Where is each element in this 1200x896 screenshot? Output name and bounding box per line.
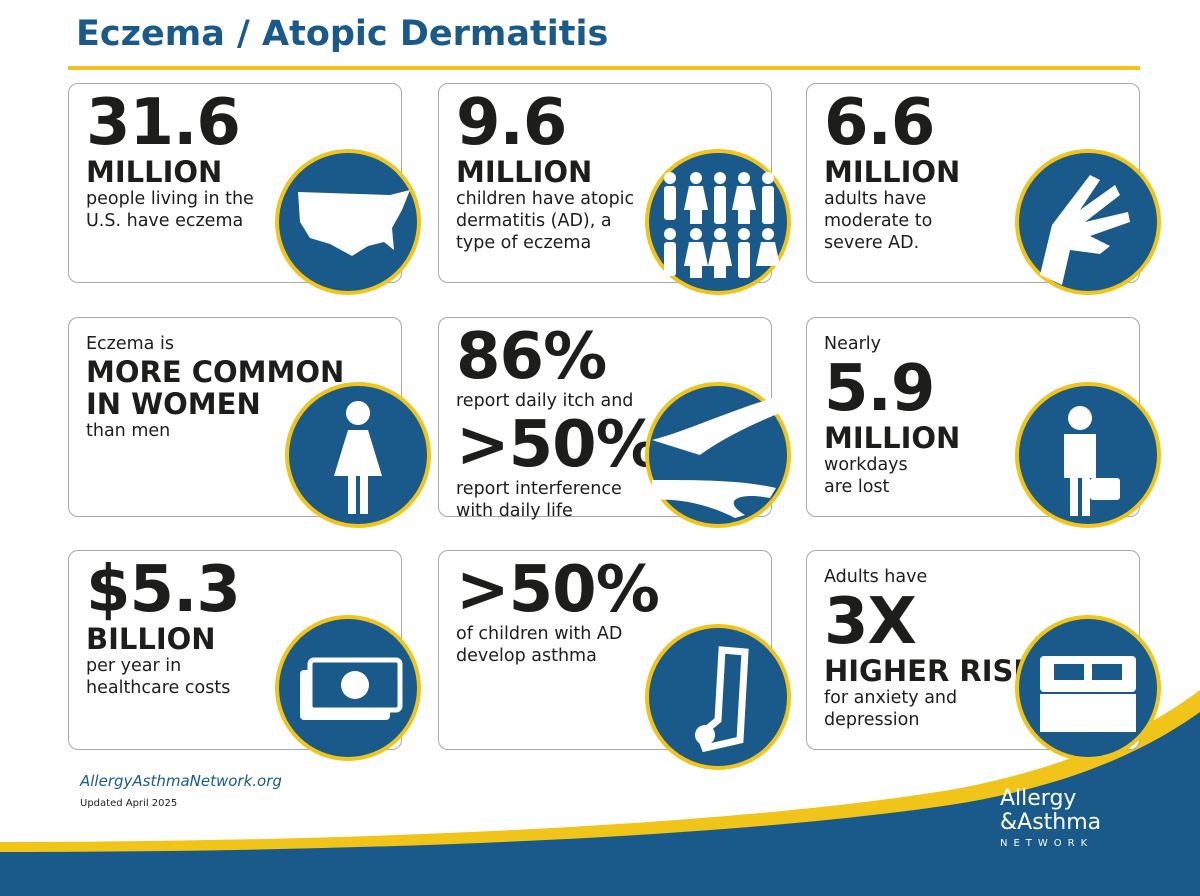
logo-text: &Asthma	[1000, 810, 1102, 835]
stat-text: U.S. have eczema	[86, 211, 244, 231]
stat-card: 86% report daily itch and >50% report in…	[438, 317, 772, 521]
stat-text: per year in	[86, 656, 182, 676]
stat-number: 6.6	[824, 86, 935, 160]
stat-text: Adults have	[824, 567, 928, 587]
stat-unit: HIGHER RISK	[824, 654, 1036, 688]
stat-text: with daily life	[456, 501, 573, 521]
stat-text: than men	[86, 421, 171, 441]
stat-text: report daily itch and	[456, 391, 634, 411]
stat-text: severe AD.	[824, 233, 920, 253]
stat-text: Nearly	[824, 334, 881, 354]
logo-text: NETWORK	[1000, 838, 1094, 849]
stat-number: 86%	[456, 320, 607, 394]
stat-unit: MILLION	[824, 421, 961, 455]
title: Eczema / Atopic Dermatitis	[76, 14, 609, 54]
stat-text: of children with AD	[456, 624, 623, 644]
stat-text: dermatitis (AD), a	[456, 211, 612, 231]
stat-card: 9.6 MILLION children have atopic dermati…	[438, 83, 772, 283]
stat-text: people living in the	[86, 189, 254, 209]
stat-text: children have atopic	[456, 189, 635, 209]
updated-date: Updated April 2025	[80, 798, 178, 809]
stat-text: adults have	[824, 189, 927, 209]
stat-number: >50%	[456, 408, 660, 482]
stat-card: 6.6 MILLION adults have moderate to seve…	[806, 83, 1140, 283]
stat-text: healthcare costs	[86, 678, 231, 698]
stat-unit: MILLION	[456, 155, 593, 189]
stat-text: moderate to	[824, 211, 933, 231]
stat-number: 3X	[824, 585, 917, 659]
stat-text: type of eczema	[456, 233, 592, 253]
stat-card: $5.3 BILLION per year in healthcare cost…	[68, 550, 402, 750]
stat-card: Eczema is MORE COMMON IN WOMEN than men	[68, 317, 402, 517]
stat-card: >50% of children with AD develop asthma	[438, 550, 772, 750]
stat-text: report interference	[456, 479, 622, 499]
stat-number: 5.9	[824, 352, 935, 426]
stat-card: 31.6 MILLION people living in the U.S. h…	[68, 83, 402, 283]
stat-card: Nearly 5.9 MILLION workdays are lost	[806, 317, 1140, 517]
stat-number: >50%	[456, 553, 660, 627]
stat-unit: MORE COMMON	[86, 355, 345, 389]
stat-text: depression	[824, 710, 920, 730]
stat-number: 31.6	[86, 86, 241, 160]
stat-unit: IN WOMEN	[86, 387, 261, 421]
stat-text: workdays	[824, 455, 908, 475]
stat-unit: MILLION	[86, 155, 223, 189]
stat-text: are lost	[824, 477, 890, 497]
logo-text: Allergy	[1000, 786, 1077, 811]
stat-text: develop asthma	[456, 646, 597, 666]
stat-card: Adults have 3X HIGHER RISK for anxiety a…	[806, 550, 1140, 750]
stat-number: $5.3	[86, 553, 241, 627]
wave-blue	[0, 712, 1200, 896]
stat-unit: BILLION	[86, 622, 216, 656]
stat-number: 9.6	[456, 86, 567, 160]
stat-text: Eczema is	[86, 334, 174, 354]
stat-text: for anxiety and	[824, 688, 958, 708]
title-rule	[68, 66, 1140, 70]
website-link[interactable]: AllergyAsthmaNetwork.org	[80, 772, 282, 790]
stat-unit: MILLION	[824, 155, 961, 189]
